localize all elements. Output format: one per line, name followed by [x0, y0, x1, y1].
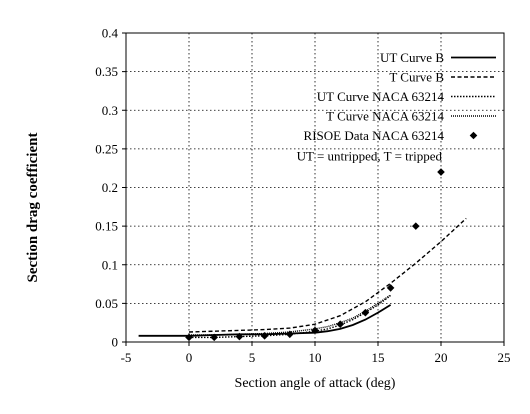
x-tick-label: 20 [435, 350, 448, 365]
data-point-risoe-data-naca-63214 [437, 168, 445, 176]
data-point-risoe-data-naca-63214 [235, 332, 244, 341]
data-point-risoe-data-naca-63214 [361, 308, 370, 317]
y-tick-label: 0.25 [95, 141, 118, 156]
data-point-risoe-data-naca-63214 [336, 320, 344, 329]
legend-entry-label: T Curve B [389, 70, 444, 85]
legend-entry-label: UT Curve NACA 63214 [317, 89, 445, 104]
x-tick-label: 10 [309, 350, 322, 365]
legend-marker [469, 131, 478, 140]
data-point-risoe-data-naca-63214 [260, 332, 269, 340]
legend-entry-label: T Curve NACA 63214 [326, 109, 444, 124]
x-tick-label: 5 [249, 350, 256, 365]
series-layer [138, 168, 467, 342]
x-axis-ticks: -5 0 5 10 15 20 25 [121, 342, 511, 365]
y-tick-label: 0.3 [102, 103, 118, 118]
y-tick-label: 0 [112, 335, 119, 350]
x-tick-label: -5 [121, 350, 132, 365]
data-point-risoe-data-naca-63214 [311, 326, 319, 335]
y-tick-label: 0.15 [95, 219, 118, 234]
y-tick-label: 0.35 [95, 64, 118, 79]
series-line-t-curve-b [188, 217, 467, 333]
legend-note: UT = untripped, T = tripped [297, 149, 443, 164]
legend-entry-label: RISOE Data NACA 63214 [304, 128, 445, 143]
legend-entry-label: UT Curve B [380, 50, 444, 65]
y-axis-ticks: 0 0.05 0.1 0.15 0.2 0.25 0.3 0.35 0.4 [95, 26, 126, 350]
data-point-risoe-data-naca-63214 [286, 330, 294, 339]
x-tick-label: 15 [372, 350, 385, 365]
y-tick-label: 0.1 [102, 257, 118, 272]
data-point-risoe-data-naca-63214 [210, 333, 218, 342]
x-tick-label: 0 [186, 350, 193, 365]
y-tick-label: 0.4 [102, 26, 119, 41]
y-tick-label: 0.2 [102, 180, 118, 195]
x-axis-label: Section angle of attack (deg) [235, 376, 396, 391]
x-tick-label: 25 [498, 350, 511, 365]
y-axis-label: Section drag coefficient [25, 133, 41, 283]
series-line-ut-curve-naca-63214 [189, 295, 392, 339]
y-tick-label: 0.05 [95, 296, 118, 311]
data-point-risoe-data-naca-63214 [412, 222, 420, 230]
grid-lines [126, 33, 504, 342]
data-point-risoe-data-naca-63214 [185, 333, 193, 342]
series-line-t-curve-naca-63214 [189, 294, 391, 336]
data-point-risoe-data-naca-63214 [386, 284, 395, 292]
legend: UT Curve B T Curve B UT Curve NACA 63214 T … [297, 50, 496, 164]
